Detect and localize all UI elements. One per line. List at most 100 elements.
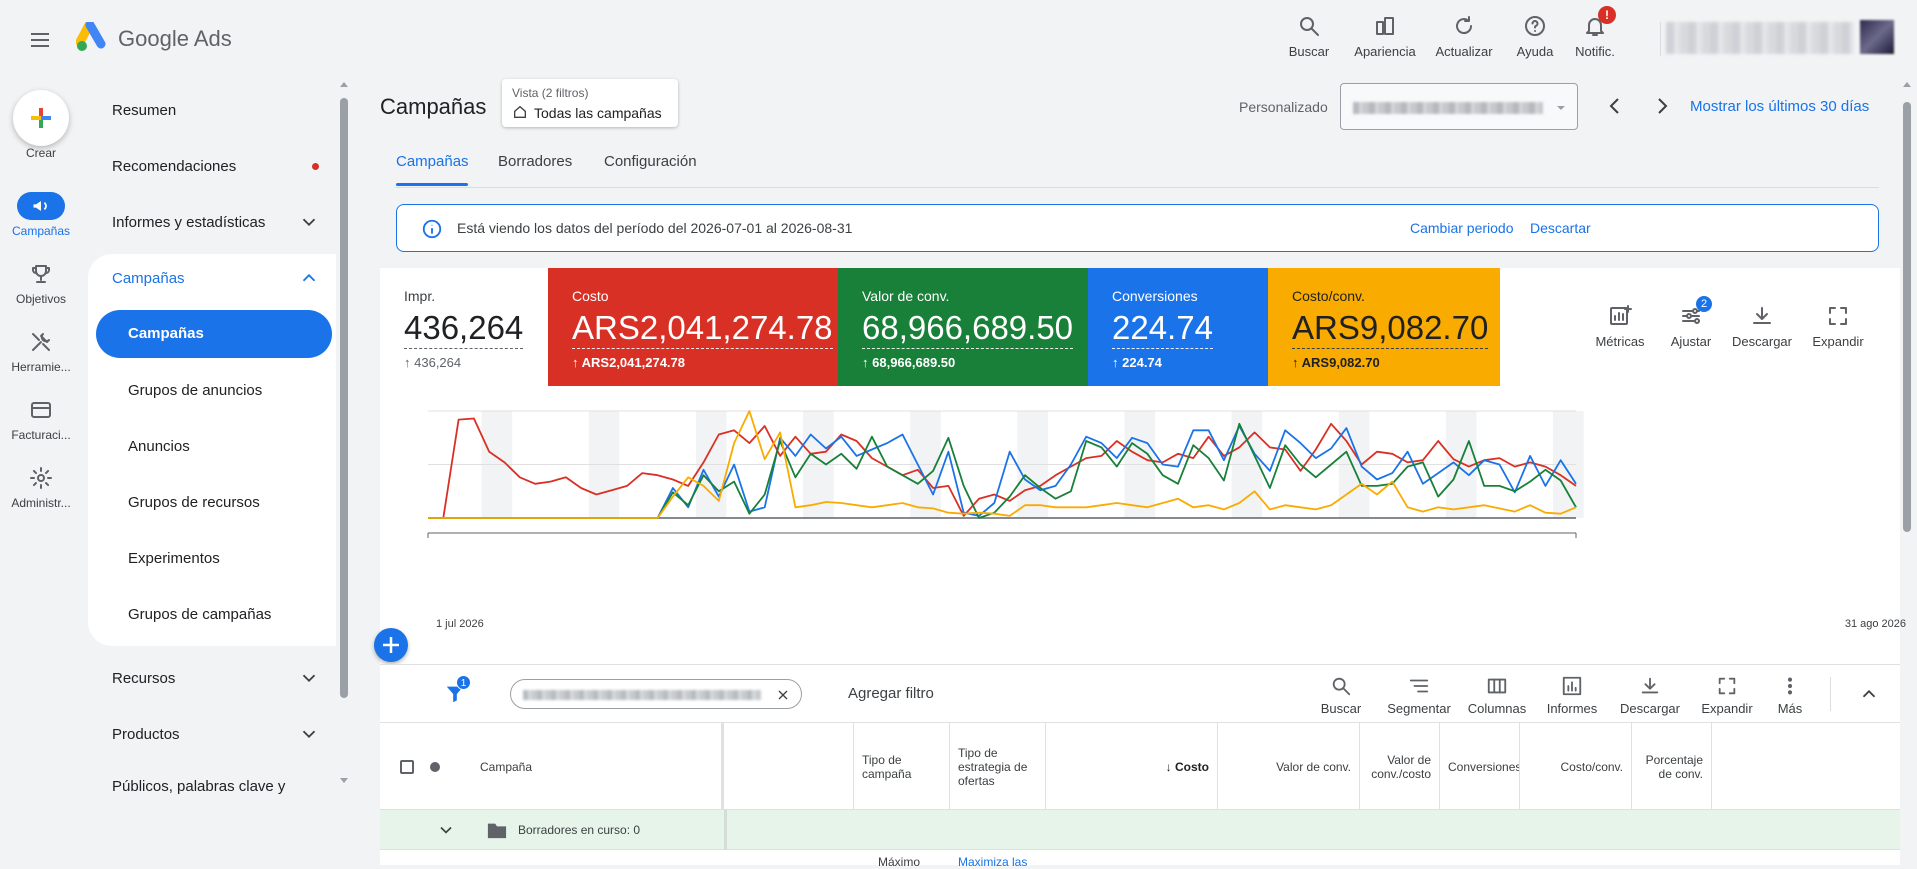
main-scroll-thumb[interactable] bbox=[1903, 102, 1911, 532]
nav-scroll-thumb[interactable] bbox=[340, 98, 348, 698]
help-tool[interactable]: Ayuda bbox=[1510, 14, 1560, 59]
top-bar: Google Ads Buscar Apariencia Actualizar … bbox=[0, 0, 1917, 78]
filter-chip[interactable] bbox=[510, 679, 802, 709]
create-button[interactable] bbox=[13, 90, 69, 146]
header-cost[interactable]: ↓ Costo bbox=[1046, 723, 1218, 811]
metric-card-conv-value[interactable]: Valor de conv. 68,966,689.50 ↑ 68,966,68… bbox=[838, 268, 1088, 386]
drafts-row[interactable]: Borradores en curso: 0 bbox=[380, 810, 1900, 850]
table-header: Campaña Tipo de campaña Tipo de estrateg… bbox=[380, 722, 1900, 811]
filter-chip-blurred-text bbox=[523, 690, 761, 700]
nav-item-audiences[interactable]: Públicos, palabras clave y bbox=[88, 766, 336, 806]
table-download-tool[interactable]: Descargar bbox=[1616, 675, 1684, 716]
metric-card-cost[interactable]: Costo ARS2,041,274.78 ↑ ARS2,041,274.78 bbox=[548, 268, 838, 386]
select-all-checkbox[interactable] bbox=[400, 760, 414, 774]
rail-item-goals[interactable]: Objetivos bbox=[0, 260, 82, 306]
nav-item-products[interactable]: Productos bbox=[88, 710, 336, 758]
rail-item-tools[interactable]: Herramie... bbox=[0, 328, 82, 374]
add-campaign-fab[interactable] bbox=[374, 628, 408, 662]
chevron-down-icon[interactable] bbox=[436, 820, 456, 840]
nav-item-resources[interactable]: Recursos bbox=[88, 654, 336, 702]
header-cost-per-conv[interactable]: Costo/conv. bbox=[1520, 723, 1632, 811]
download-tool[interactable]: Descargar bbox=[1730, 304, 1794, 349]
chevron-up-icon[interactable] bbox=[1858, 683, 1880, 705]
performance-chart: 1 jul 2026 31 ago 2026 bbox=[374, 388, 1906, 664]
row-type-cell: Máximo bbox=[878, 855, 921, 869]
nav-item-campaigns-group[interactable]: Campañas bbox=[88, 254, 336, 302]
page-title: Campañas bbox=[380, 94, 487, 119]
metric-card-impressions[interactable]: Impr. 436,264 ↑ 436,264 bbox=[380, 268, 548, 386]
show-last-30-link[interactable]: Mostrar los últimos 30 días bbox=[1690, 98, 1870, 115]
notifications-tool[interactable]: Notific. ! bbox=[1570, 6, 1620, 59]
nav-item-campaign-groups[interactable]: Grupos de campañas bbox=[88, 590, 336, 638]
refresh-tool[interactable]: Actualizar bbox=[1434, 14, 1494, 59]
metrics-tool[interactable]: Métricas bbox=[1592, 304, 1648, 349]
adjust-tool-label: Ajustar bbox=[1670, 334, 1712, 349]
search-tool[interactable]: Buscar bbox=[1284, 14, 1334, 59]
add-filter-button[interactable]: Agregar filtro bbox=[848, 685, 934, 702]
tab-drafts[interactable]: Borradores bbox=[498, 153, 572, 170]
avatar[interactable] bbox=[1860, 20, 1894, 54]
reports-tool[interactable]: Informes bbox=[1542, 675, 1602, 716]
plus-icon bbox=[31, 108, 51, 128]
view-selector[interactable]: Vista (2 filtros) Todas las campañas bbox=[502, 79, 678, 127]
metric-delta: ARS2,041,274.78 bbox=[581, 355, 685, 370]
prev-period-icon[interactable] bbox=[1603, 94, 1627, 118]
date-range-field[interactable] bbox=[1340, 83, 1578, 130]
rail-item-admin[interactable]: Administr... bbox=[0, 464, 82, 510]
header-conversions[interactable]: Conversiones bbox=[1440, 723, 1520, 811]
table-search-label: Buscar bbox=[1320, 701, 1362, 716]
header-value-cost[interactable]: Valor de conv./costo bbox=[1360, 723, 1440, 811]
next-period-icon[interactable] bbox=[1650, 94, 1674, 118]
table-row[interactable]: Máximo Maximiza las bbox=[380, 850, 1900, 869]
metric-card-cost-per-conv[interactable]: Costo/conv. ARS9,082.70 ↑ ARS9,082.70 bbox=[1268, 268, 1500, 386]
nav-item-experiments[interactable]: Experimentos bbox=[88, 534, 336, 582]
trophy-icon bbox=[32, 265, 50, 283]
table-expand-tool[interactable]: Expandir bbox=[1698, 675, 1756, 716]
tab-campaigns[interactable]: Campañas bbox=[396, 153, 469, 170]
filter-button[interactable]: 1 bbox=[444, 675, 471, 705]
tab-settings[interactable]: Configuración bbox=[604, 153, 697, 170]
header-conv-rate[interactable]: Porcentaje de conv. bbox=[1632, 723, 1712, 811]
table-search-tool[interactable]: Buscar bbox=[1316, 675, 1366, 716]
header-conv-value-label: Valor de conv. bbox=[1276, 760, 1351, 774]
info-icon bbox=[422, 219, 442, 239]
header-conv-rate-label: Porcentaje de conv. bbox=[1645, 753, 1703, 781]
hamburger-menu-icon[interactable] bbox=[28, 28, 52, 52]
adjust-tool[interactable]: Ajustar 2 bbox=[1666, 296, 1716, 349]
nav-item-recommendations[interactable]: Recomendaciones bbox=[88, 142, 336, 190]
main-scrollbar[interactable] bbox=[1900, 78, 1914, 787]
header-campaign[interactable]: Campaña bbox=[380, 723, 724, 811]
rail-label-admin: Administr... bbox=[11, 496, 71, 510]
expand-icon bbox=[1829, 307, 1847, 325]
appearance-tool[interactable]: Apariencia bbox=[1350, 14, 1420, 59]
close-icon[interactable] bbox=[775, 687, 791, 703]
more-tool[interactable]: Más bbox=[1770, 675, 1810, 716]
nav-item-asset-groups[interactable]: Grupos de recursos bbox=[88, 478, 336, 526]
expand-tool[interactable]: Expandir bbox=[1810, 304, 1866, 349]
nav-item-reports[interactable]: Informes y estadísticas bbox=[88, 198, 336, 246]
notifications-tool-label: Notific. bbox=[1575, 44, 1615, 59]
segment-tool[interactable]: Segmentar bbox=[1386, 675, 1452, 716]
refresh-tool-label: Actualizar bbox=[1435, 44, 1493, 59]
info-banner: Está viendo los datos del período del 20… bbox=[396, 204, 1879, 252]
dismiss-link[interactable]: Descartar bbox=[1530, 220, 1591, 236]
header-campaign-type[interactable]: Tipo de campaña bbox=[854, 723, 950, 811]
nav-item-summary[interactable]: Resumen bbox=[88, 86, 336, 134]
expand-tool-label: Expandir bbox=[1812, 334, 1864, 349]
rail-item-campaigns[interactable]: Campañas bbox=[0, 192, 82, 238]
columns-tool[interactable]: Columnas bbox=[1466, 675, 1528, 716]
header-bid-strategy[interactable]: Tipo de estrategia de ofertas bbox=[950, 723, 1046, 811]
megaphone-icon bbox=[33, 201, 47, 211]
date-mode-label: Personalizado bbox=[1239, 99, 1328, 115]
nav-item-campaigns-active[interactable]: Campañas bbox=[96, 310, 332, 358]
nav-scrollbar[interactable] bbox=[338, 78, 350, 787]
metric-card-conversions[interactable]: Conversiones 224.74 ↑ 224.74 bbox=[1088, 268, 1268, 386]
header-conv-value[interactable]: Valor de conv. bbox=[1218, 723, 1360, 811]
nav-item-ad-groups[interactable]: Grupos de anuncios bbox=[88, 366, 336, 414]
nav-item-ads[interactable]: Anuncios bbox=[88, 422, 336, 470]
row-bid-link[interactable]: Maximiza las bbox=[958, 855, 1028, 869]
reports-label: Informes bbox=[1546, 701, 1598, 716]
account-info-blurred[interactable] bbox=[1666, 22, 1854, 54]
rail-item-billing[interactable]: Facturaci... bbox=[0, 396, 82, 442]
change-period-link[interactable]: Cambiar periodo bbox=[1410, 220, 1514, 236]
